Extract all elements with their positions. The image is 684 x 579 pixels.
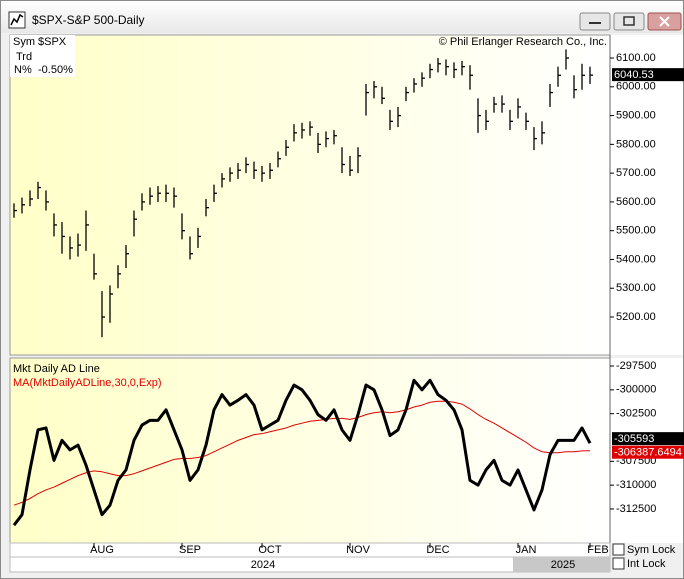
last-value-label: -306387.6494: [614, 447, 682, 459]
last-value-label: -305593: [614, 433, 654, 445]
x-tick-label: JAN: [516, 544, 537, 556]
copyright: © Phil Erlanger Research Co., Inc.: [439, 36, 607, 48]
x-tick-label: AUG: [90, 544, 114, 556]
y-tick-label: 5400.00: [616, 253, 656, 265]
x-tick-label: FEB: [587, 544, 608, 556]
y-tick-label: -312500: [616, 503, 656, 515]
info-label: Sym: [13, 36, 35, 48]
x-tick-label: SEP: [179, 544, 201, 556]
y-tick-label: 5900.00: [616, 109, 656, 121]
price-axis: [610, 35, 683, 355]
app-icon: [8, 11, 26, 29]
series-name: MA(MktDailyADLine,30,0,Exp): [13, 377, 162, 389]
last-value-box: [612, 432, 684, 446]
close-glyph: [659, 16, 670, 27]
info-label: Trd: [16, 51, 32, 63]
y-tick-label: 5300.00: [616, 282, 656, 294]
x-tick-label: NOV: [346, 544, 371, 556]
y-tick-label: 5800.00: [616, 138, 656, 150]
year-highlight: [513, 557, 610, 572]
y-tick-label: -300000: [616, 384, 656, 396]
series-line: [12, 378, 592, 527]
last-value-box: [612, 68, 684, 82]
maximize-glyph: [623, 16, 635, 26]
minimize-glyph: [589, 22, 601, 24]
title-bar: [1, 1, 683, 33]
x-tick-label: DEC: [426, 544, 449, 556]
year-label: 2024: [251, 559, 275, 571]
last-value-box: [612, 445, 684, 459]
y-tick-label: 5200.00: [616, 311, 656, 323]
y-tick-label: 5600.00: [616, 196, 656, 208]
last-value-label: 6040.53: [614, 69, 654, 81]
info-value: -0.50%: [38, 64, 73, 76]
checkbox[interactable]: [612, 543, 625, 556]
app-icon-glyph: [10, 13, 24, 26]
y-tick-label: -302500: [616, 408, 656, 420]
y-tick-label: 5700.00: [616, 167, 656, 179]
checkbox-label[interactable]: Sym Lock: [627, 544, 676, 556]
y-tick-label: -297500: [616, 360, 656, 372]
y-tick-label: 6000.00: [616, 81, 656, 93]
info-label: N%: [14, 64, 32, 76]
window-title: $SPX-S&P 500-Daily: [32, 13, 145, 27]
y-tick-label: -310000: [616, 479, 656, 491]
y-tick-label: 6100.00: [616, 52, 656, 64]
series-name: Mkt Daily AD Line: [13, 363, 100, 375]
price-panel: [9, 34, 611, 356]
checkbox-label[interactable]: Int Lock: [627, 558, 666, 570]
year-label: 2025: [551, 559, 575, 571]
ad-panel: [9, 357, 611, 544]
maximize-button[interactable]: [613, 12, 645, 31]
y-tick-label: 5500.00: [616, 225, 656, 237]
minimize-button[interactable]: [579, 12, 611, 31]
series-line: [13, 400, 591, 506]
x-tick-label: OCT: [258, 544, 282, 556]
info-value: $SPX: [38, 36, 67, 48]
checkbox[interactable]: [612, 557, 625, 570]
info-box: [10, 35, 75, 77]
